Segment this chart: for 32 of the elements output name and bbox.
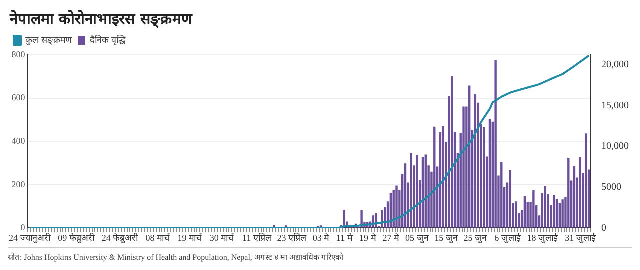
x-tick-label: 24 फेब्रुअरी [102, 232, 140, 244]
y2-tick-label: 15,000 [602, 100, 629, 112]
x-tick-label: 19 मार्च [178, 232, 204, 243]
x-tick-label: 03 मे [312, 232, 330, 243]
x-tick-label: 05 जुन [406, 232, 430, 244]
x-tick-label: 08 मार्च [146, 232, 171, 243]
y-tick-label: 800 [12, 49, 26, 60]
x-tick-label: 23 एप्रिल [277, 232, 308, 243]
text: स्रोत: Johns Hopkins University & Ministry of Health and Population, Nepal, अगस्ट ४ मा अद्यावधिक गरिएको [8, 252, 345, 262]
x-tick-label: 30 मार्च [210, 232, 236, 243]
y-tick-label: 200 [12, 179, 26, 190]
x-tick-label: 19 मे [360, 232, 377, 243]
y2-tick-label: 0 [602, 222, 606, 234]
legend-label: दैनिक वृद्धि [90, 34, 127, 46]
x-tick-label: 25 जुन [464, 232, 488, 244]
y-tick-label: 600 [12, 92, 26, 103]
y2-tick-label: 10,000 [602, 141, 629, 152]
y-tick-label: 400 [12, 136, 26, 146]
x-tick-label: 31 जुलाई [565, 232, 596, 244]
x-tick-label: 15 जुन [434, 232, 459, 244]
y-tick-label: 0 [20, 222, 26, 233]
x-tick-label: 27 मे [382, 232, 400, 243]
x-tick-label: 11 एप्रिल [242, 232, 272, 243]
y2-tick-label: 20,000 [602, 59, 629, 70]
chart-title: नेपालमा कोरोनाभाइरस सङ्क्रमण [10, 9, 194, 28]
x-tick-label: 09 फेब्रुअरी [58, 232, 96, 244]
x-tick-label: 24 ज्यानुअरी [9, 232, 52, 244]
y2-tick-label: 5000 [602, 182, 622, 193]
x-tick-label: 18 जुलाई [527, 232, 559, 244]
legend-label: कुल सङ्क्रमण [26, 36, 72, 46]
x-tick-label: 11 मे [336, 232, 354, 243]
x-tick-label: 6 जुलाई [494, 232, 522, 244]
